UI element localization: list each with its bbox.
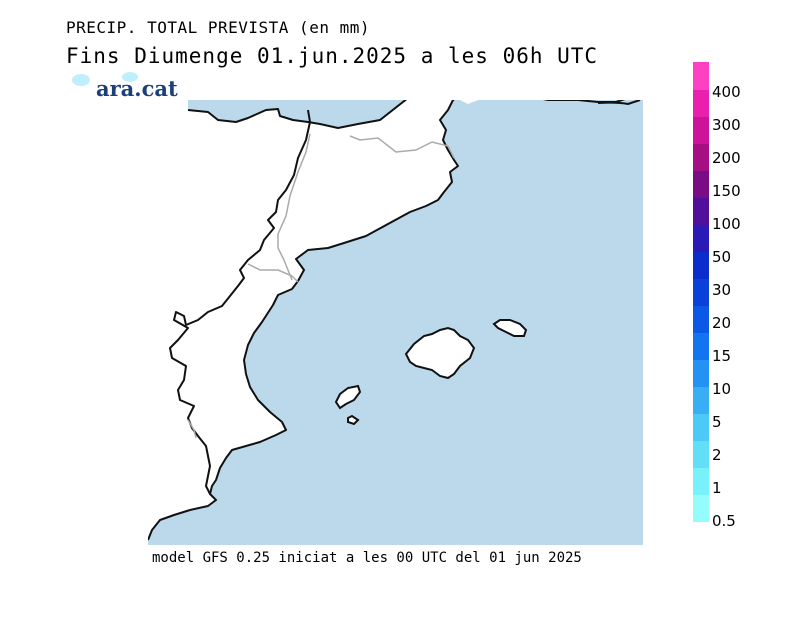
legend-label: 50 [712, 248, 732, 266]
province-boundary [187, 419, 197, 439]
menorca-island [492, 319, 528, 337]
formentera-island [347, 414, 360, 426]
province-boundary [277, 133, 311, 281]
legend-label: 20 [712, 314, 732, 332]
legend-swatch [693, 224, 709, 252]
legend-label: 150 [712, 182, 741, 200]
map-subtitle: Fins Diumenge 01.jun.2025 a les 06h UTC [66, 44, 599, 68]
precipitation-map [148, 100, 643, 545]
legend-label: 0.5 [712, 512, 736, 530]
logo-decoration [72, 74, 90, 86]
legend-swatch [693, 467, 709, 496]
logo-decoration [122, 72, 138, 82]
legend-label: 15 [712, 347, 732, 365]
legend-label: 400 [712, 83, 741, 101]
province-boundary [247, 263, 299, 283]
legend-label: 200 [712, 149, 741, 167]
coastline [148, 100, 459, 541]
france-coastline [453, 100, 626, 103]
legend-label: 1 [712, 479, 722, 497]
legend-label: 100 [712, 215, 741, 233]
model-footer: model GFS 0.25 iniciat a les 00 UTC del … [152, 550, 582, 566]
eivissa-island [334, 384, 362, 410]
legend-swatch [693, 386, 709, 415]
legend-swatch [693, 170, 709, 198]
precipitation-legend [693, 62, 709, 523]
legend-swatch [693, 494, 709, 523]
legend-swatch [693, 116, 709, 144]
legend-swatch [693, 197, 709, 225]
ara-cat-logo: ara.cat [96, 76, 178, 101]
legend-label: 10 [712, 380, 732, 398]
legend-swatch [693, 332, 709, 361]
legend-swatch [693, 413, 709, 442]
province-boundary [349, 135, 455, 159]
legend-swatch [693, 251, 709, 279]
map-title: PRECIP. TOTAL PREVISTA (en mm) [66, 18, 370, 37]
mallorca-island [404, 326, 476, 380]
legend-swatch [693, 89, 709, 117]
france-coastline-2 [597, 100, 641, 105]
mainland [148, 100, 478, 540]
legend-swatch [693, 143, 709, 171]
legend-swatch [693, 359, 709, 388]
legend-swatch [693, 305, 709, 334]
legend-label: 2 [712, 446, 722, 464]
legend-label: 30 [712, 281, 732, 299]
legend-label: 300 [712, 116, 741, 134]
legend-swatch [693, 440, 709, 469]
legend-swatch [693, 278, 709, 307]
legend-swatch [693, 62, 709, 90]
legend-label: 5 [712, 413, 722, 431]
